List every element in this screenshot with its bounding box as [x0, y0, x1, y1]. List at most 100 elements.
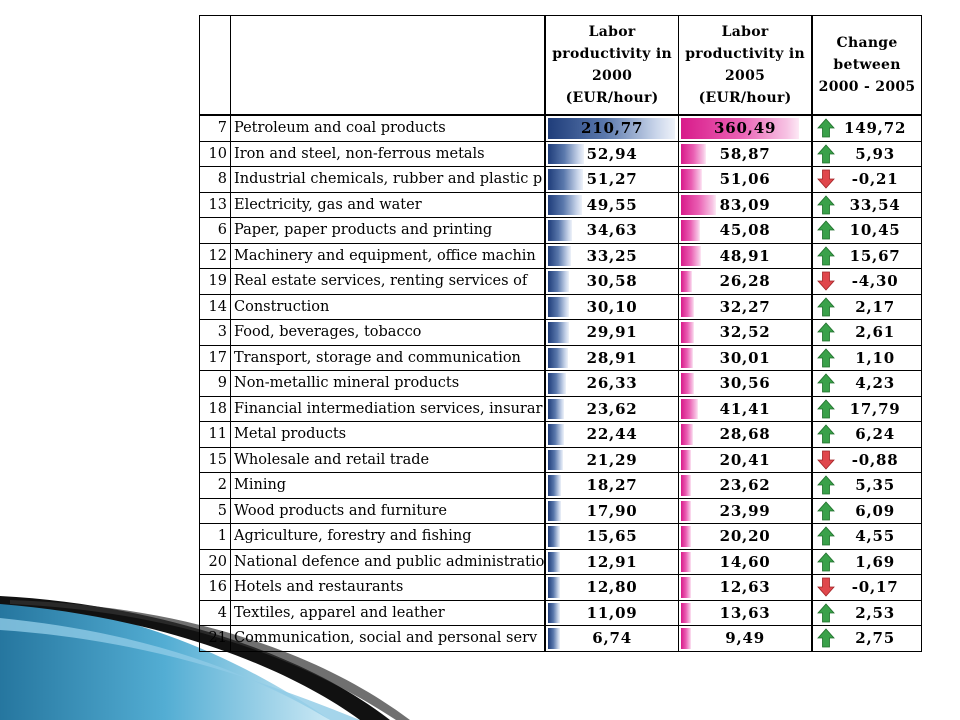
- value-2005: 28,68: [719, 425, 771, 444]
- change-value: 33,54: [849, 195, 901, 214]
- arrow-up-icon: [817, 551, 836, 571]
- value-2005: 12,63: [719, 578, 771, 597]
- arrow-up-icon: [817, 602, 836, 622]
- arrow-up-icon: [817, 347, 836, 367]
- arrow-up-icon: [817, 628, 836, 648]
- value-2005: 58,87: [719, 144, 771, 163]
- bar-2005: [680, 500, 691, 521]
- bar-2000: [548, 551, 561, 572]
- table-row: 1 Agriculture, forestry and fishing 15,65 2…: [199, 523, 922, 550]
- sector-name: National defence and public administrati…: [230, 548, 546, 575]
- change-cell: 2,61: [811, 319, 922, 346]
- productivity-2005-cell: 13,63: [677, 599, 813, 626]
- bar-2005: [680, 526, 691, 547]
- change-value: 1,69: [855, 552, 895, 571]
- row-id: 12: [199, 242, 231, 269]
- productivity-2000-cell: 29,91: [544, 319, 679, 346]
- bar-2005: [680, 296, 695, 317]
- sector-name: Wholesale and retail trade: [230, 446, 546, 473]
- change-value: 2,53: [855, 603, 895, 622]
- row-id: 11: [199, 421, 231, 448]
- table-row: 14 Construction 30,10 32,27 2,17: [199, 293, 922, 320]
- value-2000: 21,29: [586, 450, 638, 469]
- value-2005: 13,63: [719, 603, 771, 622]
- productivity-2000-cell: 30,58: [544, 268, 679, 295]
- change-value: -0,88: [851, 450, 899, 469]
- table-row: 17 Transport, storage and communication 28…: [199, 344, 922, 371]
- sector-name: Financial intermediation services, insur…: [230, 395, 546, 422]
- productivity-2005-cell: 360,49: [677, 114, 813, 142]
- bar-2005: [680, 475, 691, 496]
- bar-2000: [548, 373, 567, 394]
- row-id: 16: [199, 574, 231, 601]
- bar-2000: [548, 526, 561, 547]
- table-row: 7 Petroleum and coal products 210,77 360,49…: [199, 114, 922, 142]
- value-2000: 11,09: [586, 603, 638, 622]
- arrow-up-icon: [817, 424, 836, 444]
- bar-2000: [548, 347, 568, 368]
- productivity-2000-cell: 21,29: [544, 446, 679, 473]
- bar-2000: [548, 245, 571, 266]
- arrow-down-icon: [817, 450, 836, 470]
- change-value: 6,24: [855, 425, 895, 444]
- value-2005: 14,60: [719, 552, 771, 571]
- bar-2000: [548, 475, 561, 496]
- row-id: 20: [199, 548, 231, 575]
- row-id: 14: [199, 293, 231, 320]
- header-row: Labor productivity in 2000 (EUR/hour) La…: [199, 15, 922, 116]
- productivity-2005-cell: 32,52: [677, 319, 813, 346]
- value-2000: 17,90: [586, 501, 638, 520]
- bar-2000: [548, 220, 572, 241]
- table-row: 16 Hotels and restaurants 12,80 12,63 -0,17: [199, 574, 922, 601]
- row-id: 19: [199, 268, 231, 295]
- bar-2005: [680, 424, 693, 445]
- productivity-2005-cell: 32,27: [677, 293, 813, 320]
- productivity-2000-cell: 11,09: [544, 599, 679, 626]
- arrow-down-icon: [817, 169, 836, 189]
- table-row: 15 Wholesale and retail trade 21,29 20,41 -0…: [199, 446, 922, 473]
- change-value: 2,17: [855, 297, 895, 316]
- change-value: -4,30: [851, 272, 899, 291]
- row-id: 18: [199, 395, 231, 422]
- bar-2000: [548, 118, 676, 139]
- value-2000: 34,63: [586, 221, 638, 240]
- bar-2005: [680, 628, 691, 649]
- change-cell: 4,23: [811, 370, 922, 397]
- value-2000: 49,55: [586, 195, 638, 214]
- row-id: 10: [199, 140, 231, 167]
- row-id: 9: [199, 370, 231, 397]
- bar-2000: [548, 500, 561, 521]
- row-id: 3: [199, 319, 231, 346]
- productivity-2000-cell: 52,94: [544, 140, 679, 167]
- change-value: 1,10: [855, 348, 895, 367]
- productivity-2005-cell: 12,63: [677, 574, 813, 601]
- row-id: 21: [199, 625, 231, 652]
- sector-name: Food, beverages, tobacco: [230, 319, 546, 346]
- bar-2000: [548, 271, 570, 292]
- row-id: 6: [199, 217, 231, 244]
- sector-name: Textiles, apparel and leather: [230, 599, 546, 626]
- row-id: 15: [199, 446, 231, 473]
- bar-2005: [680, 194, 716, 215]
- arrow-up-icon: [817, 143, 836, 163]
- change-cell: 6,09: [811, 497, 922, 524]
- bar-2000: [548, 577, 561, 598]
- productivity-2005-cell: 26,28: [677, 268, 813, 295]
- sector-name: Communication, social and personal serv: [230, 625, 546, 652]
- value-2005: 48,91: [719, 246, 771, 265]
- sector-name: Industrial chemicals, rubber and plastic…: [230, 166, 546, 193]
- change-value: 5,93: [855, 144, 895, 163]
- header-productivity-2005: Labor productivity in 2005 (EUR/hour): [677, 15, 813, 116]
- bar-2005: [680, 245, 702, 266]
- sector-name: Paper, paper products and printing: [230, 217, 546, 244]
- value-2005: 20,41: [719, 450, 771, 469]
- productivity-2005-cell: 20,41: [677, 446, 813, 473]
- productivity-2000-cell: 33,25: [544, 242, 679, 269]
- bar-2005: [680, 271, 692, 292]
- change-value: -0,21: [851, 170, 899, 189]
- change-cell: -0,17: [811, 574, 922, 601]
- change-cell: -4,30: [811, 268, 922, 295]
- productivity-2000-cell: 6,74: [544, 625, 679, 652]
- row-id: 7: [199, 114, 231, 142]
